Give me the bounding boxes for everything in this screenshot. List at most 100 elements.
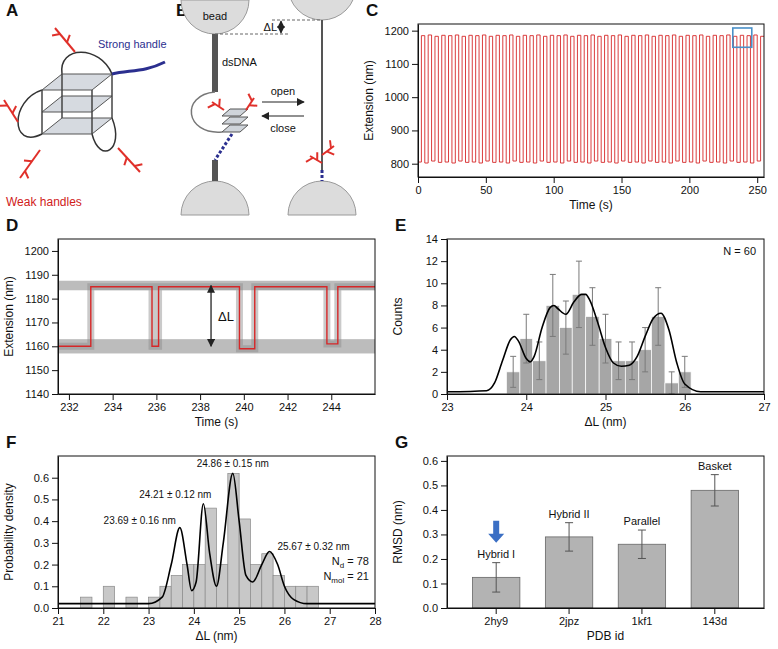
strand [61,74,63,118]
panel-label: G [395,433,408,452]
x-tick: 143d [703,608,727,627]
unfolded-strand [321,150,323,170]
bar [103,586,114,608]
y-tick: 0.4 [34,515,58,527]
x-tick: 240 [235,394,253,413]
y-tick-mark [52,251,58,252]
y-tick-label: 0.6 [423,455,438,467]
x-tick-mark [641,608,642,614]
error-bar [578,261,579,327]
y-tick-mark [412,130,418,131]
y-tick: 1170 [25,316,58,328]
figure: AStrong handleWeak handlesBbeaddsDNAopen… [0,0,778,649]
handle-line [55,28,75,52]
y-tick-label: 0.6 [34,472,49,484]
y-tick: 4 [432,344,447,356]
error-bar [569,523,570,551]
x-tick-label: 238 [191,401,209,413]
y-tick: 1100 [385,58,418,70]
error-bar [618,342,619,380]
y-tick-mark [52,565,58,566]
y-axis-title: RMSD (nm) [391,500,405,563]
y-tick: 800 [391,158,418,170]
n-main: N [323,570,331,582]
y-tick: 0.6 [34,472,58,484]
x-tick-mark [58,608,59,614]
dashed-guide [272,20,322,21]
y-tick-mark [441,239,447,240]
x-tick-label: 240 [235,401,253,413]
x-tick-label: 23 [143,615,155,627]
error-cap [536,341,542,342]
handle-branch [25,171,28,178]
peak-label: 24.21 ± 0.12 nm [139,489,211,500]
trace [418,35,764,163]
y-tick: 2 [432,366,447,378]
y-tick: 12 [426,255,447,267]
handle-line [4,100,18,122]
y-axis: 0.00.10.20.30.40.50.6 [34,457,59,615]
y-tick: 1000 [385,91,418,103]
x-tick: 26 [279,608,291,627]
y-tick-mark [441,485,447,486]
error-cap [638,558,646,559]
x-tick: 28 [369,608,381,627]
x-tick-label: 26 [279,615,291,627]
y-axis-title: Extension (nm) [362,60,376,141]
panel-label: D [6,216,18,235]
x-tick-mark [239,608,240,614]
x-tick-mark [69,394,70,400]
x-tick-label: 24 [521,401,533,413]
n-sub: mol [331,576,344,585]
handle-branch [12,106,16,113]
error-cap [629,379,635,380]
handle-line [20,150,40,178]
x-tick-mark [200,394,201,400]
y-tick-mark [52,543,58,544]
x-axis-title: Time (s) [195,415,239,429]
loop [191,92,222,132]
bar [307,586,318,608]
chart: 2hy92jpz1kf1143d0.00.10.20.30.40.50.6PDB… [391,455,765,643]
bar [691,490,738,608]
error-bar [641,530,642,558]
x-tick-mark [194,608,195,614]
bar-label: Basket [698,460,732,472]
y-tick-mark [52,299,58,300]
error-cap [550,274,556,275]
trace [58,287,375,349]
n-label: N = 60 [723,245,756,257]
y-tick-label: 10 [426,277,438,289]
x-tick-label: 1kf1 [632,615,653,627]
weak-handle [208,99,224,110]
y-axis-title: Extension (nm) [2,276,16,357]
x-tick-mark [156,394,157,400]
error-bar [632,342,633,380]
y-tick-label: 900 [391,124,409,136]
y-tick-mark [52,275,58,276]
delta-label: ΔL [264,21,277,33]
weak-handle [0,100,18,122]
error-cap [629,341,635,342]
handle-branch [248,94,252,101]
plot-area [473,475,739,608]
x-tick-label: 0 [415,184,421,196]
x-tick-mark [284,608,285,614]
y-tick-mark [441,328,447,329]
error-cap [616,341,622,342]
x-tick: 236 [148,394,166,413]
x-tick-mark [447,394,448,400]
x-axis-title: ΔL (nm) [584,415,626,429]
error-cap [563,354,569,355]
bar [81,597,92,608]
x-tick-label: 50 [480,184,492,196]
weak-handle [20,150,40,178]
x-tick-label: 242 [279,401,297,413]
tetrad [42,74,112,90]
y-tick-mark [52,370,58,371]
error-cap [576,327,582,328]
peak-label: 23.69 ± 0.16 nm [104,515,176,526]
delta-label: ΔL [218,309,234,324]
arrow [262,101,304,102]
handle-branch [67,35,70,43]
